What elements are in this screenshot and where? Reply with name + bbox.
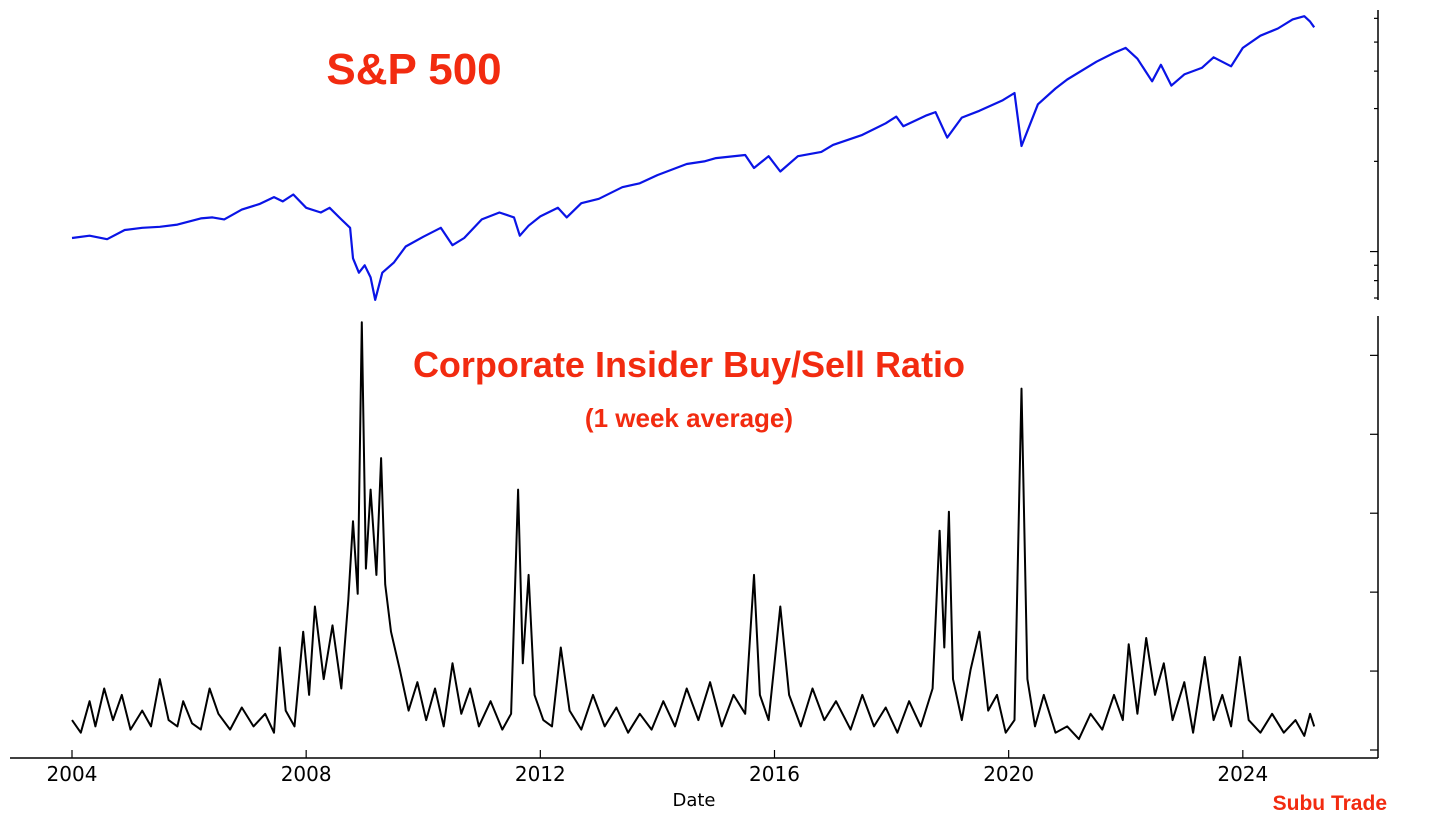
x-tick-label: 2004 [47,762,98,786]
sp500-series-line [71,15,1316,301]
ratio-title: Corporate Insider Buy/Sell Ratio [413,344,965,385]
sp500-title: S&P 500 [326,45,501,94]
x-tick-label: 2012 [515,762,566,786]
insider-ratio-series-line [71,321,1316,741]
x-axis-ticks: 2004 2008 2012 2016 2020 2024 [47,750,1268,786]
ratio-subtitle: (1 week average) [585,403,793,433]
x-axis-title: Date [672,790,715,811]
sp500-panel: S&P 500 [71,10,1379,301]
x-tick-label: 2020 [983,762,1034,786]
credit-label: Subu Trade [1273,792,1387,815]
x-tick-label: 2016 [749,762,800,786]
x-tick-label: 2024 [1217,762,1268,786]
x-tick-label: 2008 [281,762,332,786]
sp500-y-ticks [1370,17,1378,299]
ratio-y-ticks [1370,354,1378,751]
insider-ratio-panel: 2004 2008 2012 2016 2020 2024 Corporate Insid… [10,316,1379,811]
